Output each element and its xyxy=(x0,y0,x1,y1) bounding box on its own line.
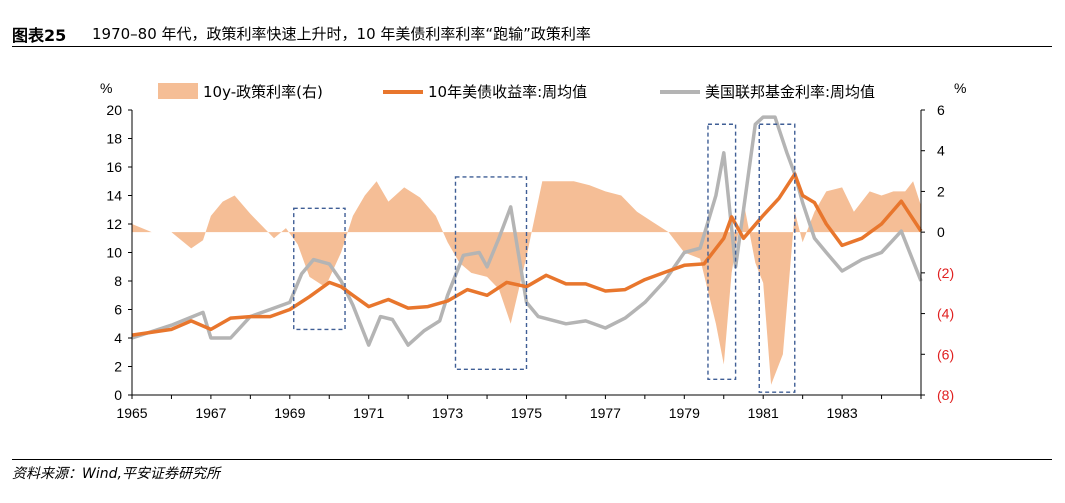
legend-swatch-spread xyxy=(158,83,198,99)
highlight-box-3 xyxy=(707,123,737,381)
right-tick-label: (6) xyxy=(937,346,954,362)
x-tick-label: 1975 xyxy=(511,405,542,421)
right-axis-unit: % xyxy=(954,80,966,96)
left-tick-label: 20 xyxy=(106,102,122,118)
left-tick-label: 4 xyxy=(114,330,122,346)
left-tick-label: 12 xyxy=(106,216,122,232)
legend-label-spread: 10y-政策利率(右) xyxy=(203,83,323,101)
left-tick-label: 0 xyxy=(114,387,122,403)
right-tick-label: 2 xyxy=(937,183,945,199)
figure-title: 1970–80 年代，政策利率快速上升时，10 年美债利率利率“跑输”政策利率 xyxy=(92,25,591,43)
x-tick-label: 1967 xyxy=(195,405,226,421)
left-tick-label: 2 xyxy=(114,359,122,375)
left-tick-label: 14 xyxy=(106,188,122,204)
x-tick-label: 1965 xyxy=(116,405,147,421)
x-tick-label: 1977 xyxy=(590,405,621,421)
x-tick-label: 1969 xyxy=(274,405,305,421)
spread-area-layer xyxy=(132,181,921,385)
highlight-boxes-layer xyxy=(293,123,796,393)
bottom-rule xyxy=(12,459,1052,460)
left-tick-label: 8 xyxy=(114,273,122,289)
highlight-box-2 xyxy=(454,176,528,371)
left-tick-label: 6 xyxy=(114,302,122,318)
right-tick-label: 4 xyxy=(937,143,945,159)
x-tick-label: 1979 xyxy=(669,405,700,421)
left-axis-unit: % xyxy=(100,80,112,96)
x-tick-label: 1971 xyxy=(353,405,384,421)
left-tick-label: 16 xyxy=(106,159,122,175)
legend-label-treasury: 10年美债收益率:周均值 xyxy=(428,83,587,101)
source-note: 资料来源：Wind,平安证券研究所 xyxy=(12,466,220,482)
highlight-box-1 xyxy=(293,207,346,331)
x-tick-label: 1983 xyxy=(827,405,858,421)
figure-number: 图表25 xyxy=(12,26,67,45)
x-tick-label: 1981 xyxy=(748,405,779,421)
legend: 10y-政策利率(右) 10年美债收益率:周均值 美国联邦基金利率:周均值 xyxy=(158,83,875,101)
right-tick-label: 0 xyxy=(937,224,945,240)
highlight-box-4 xyxy=(758,123,796,393)
series-area-spread xyxy=(132,181,921,385)
left-tick-label: 18 xyxy=(106,131,122,147)
figure-header: 图表25 1970–80 年代，政策利率快速上升时，10 年美债利率利率“跑输”… xyxy=(12,18,1054,45)
right-tick-label: (4) xyxy=(937,306,954,322)
right-tick-label: 6 xyxy=(937,102,945,118)
legend-label-fedfunds: 美国联邦基金利率:周均值 xyxy=(705,83,875,101)
right-tick-label: (8) xyxy=(937,387,954,403)
right-tick-label: (2) xyxy=(937,265,954,281)
series-line-fed-funds xyxy=(131,115,923,347)
top-rule xyxy=(12,46,1052,47)
x-tick-label: 1973 xyxy=(432,405,463,421)
left-tick-label: 10 xyxy=(106,245,122,261)
